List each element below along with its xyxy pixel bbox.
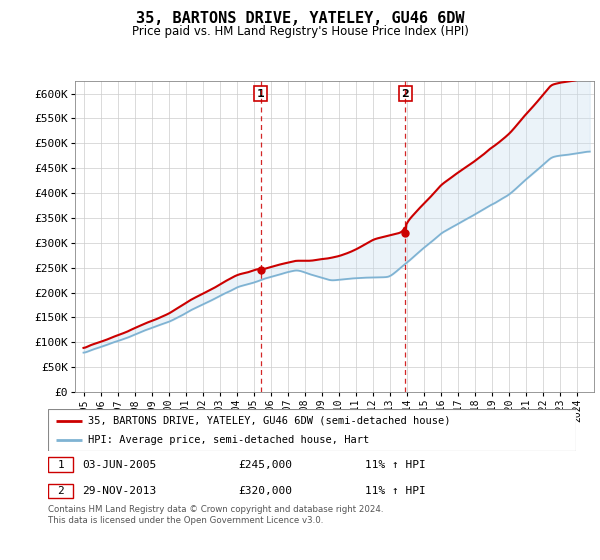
Text: Price paid vs. HM Land Registry's House Price Index (HPI): Price paid vs. HM Land Registry's House …	[131, 25, 469, 38]
Bar	[48, 483, 73, 498]
Text: 03-JUN-2005: 03-JUN-2005	[82, 460, 157, 469]
Text: £320,000: £320,000	[238, 486, 292, 496]
Text: 2: 2	[401, 88, 409, 99]
Text: 1: 1	[257, 88, 265, 99]
Text: 35, BARTONS DRIVE, YATELEY, GU46 6DW (semi-detached house): 35, BARTONS DRIVE, YATELEY, GU46 6DW (se…	[88, 416, 450, 426]
Text: HPI: Average price, semi-detached house, Hart: HPI: Average price, semi-detached house,…	[88, 435, 369, 445]
Text: 2: 2	[57, 486, 64, 496]
Bar	[48, 458, 73, 472]
Text: 11% ↑ HPI: 11% ↑ HPI	[365, 486, 425, 496]
Text: Contains HM Land Registry data © Crown copyright and database right 2024.
This d: Contains HM Land Registry data © Crown c…	[48, 505, 383, 525]
Text: 29-NOV-2013: 29-NOV-2013	[82, 486, 157, 496]
Text: 35, BARTONS DRIVE, YATELEY, GU46 6DW: 35, BARTONS DRIVE, YATELEY, GU46 6DW	[136, 11, 464, 26]
Text: 11% ↑ HPI: 11% ↑ HPI	[365, 460, 425, 469]
Text: £245,000: £245,000	[238, 460, 292, 469]
Text: 1: 1	[57, 460, 64, 469]
